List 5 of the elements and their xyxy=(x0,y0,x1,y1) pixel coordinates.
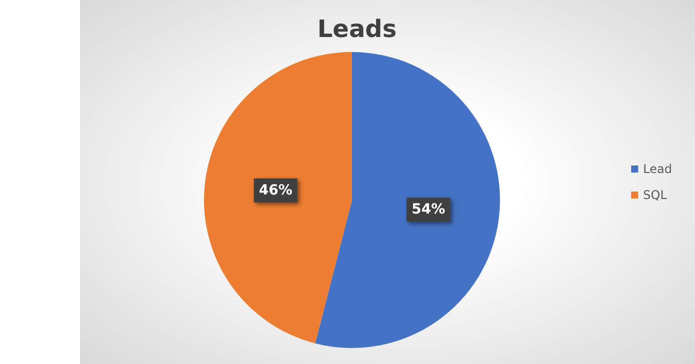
chart-title: Leads xyxy=(317,15,397,43)
legend-label: SQL xyxy=(643,188,668,202)
data-label: 46% xyxy=(258,182,292,198)
data-label: 54% xyxy=(412,202,446,218)
legend-label: Lead xyxy=(643,162,672,176)
